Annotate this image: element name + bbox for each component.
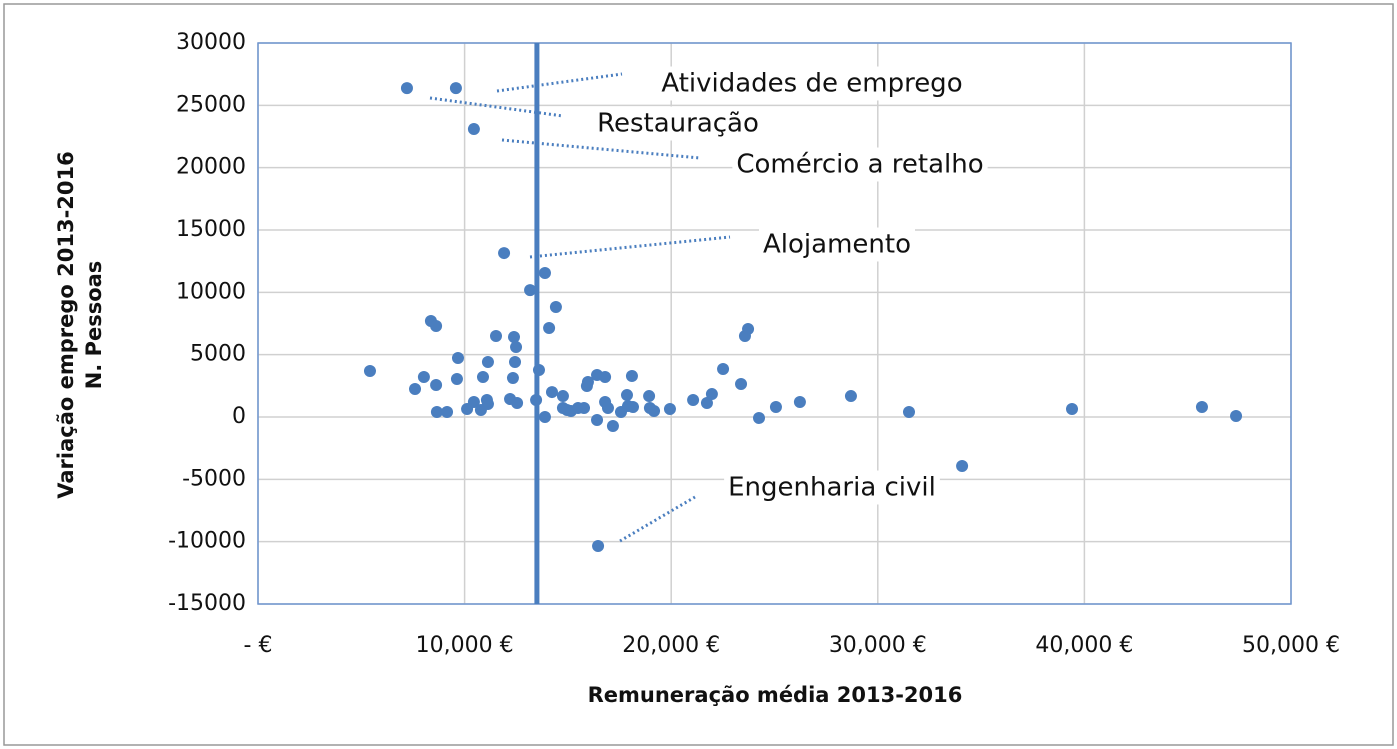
- point: [601, 402, 614, 415]
- point: [476, 370, 489, 383]
- point: [441, 406, 454, 419]
- y-tick-label: 10000: [176, 279, 246, 304]
- leader-line: [429, 96, 564, 118]
- y-axis-title-line: N. Pessoas: [82, 261, 106, 390]
- point: [467, 396, 480, 409]
- point: [543, 321, 556, 334]
- point: [409, 382, 422, 395]
- point: [620, 389, 633, 402]
- annotation-bg: [759, 227, 915, 262]
- leader-line: [529, 235, 731, 259]
- point: [538, 411, 551, 423]
- point: [591, 413, 604, 426]
- annotation: Engenharia civil: [728, 473, 936, 503]
- point: [599, 370, 612, 383]
- point: [844, 390, 857, 403]
- point: [509, 356, 522, 369]
- point: [481, 356, 494, 369]
- y-tick-label: -15000: [168, 591, 246, 616]
- point: [549, 301, 562, 314]
- point: [769, 401, 782, 414]
- y-tick-label: 30000: [176, 30, 246, 55]
- x-axis-title: Remuneração média 2013-2016: [588, 683, 963, 707]
- point: [1230, 410, 1243, 423]
- y-tick-label: 5000: [190, 342, 246, 367]
- y-tick-label: 15000: [176, 217, 246, 242]
- point: [538, 267, 551, 280]
- point: [735, 377, 748, 390]
- annotation-bg: [724, 470, 940, 505]
- y-tick-label: 0: [232, 404, 246, 429]
- point: [524, 284, 537, 297]
- point: [511, 397, 524, 410]
- point: [498, 247, 511, 260]
- point: [430, 406, 443, 419]
- point: [626, 401, 639, 414]
- point: [643, 390, 656, 403]
- annotation-bg: [657, 66, 967, 101]
- point: [417, 370, 430, 383]
- point: [506, 371, 519, 384]
- y-tick-label: 20000: [176, 155, 246, 180]
- x-tick-label: 30,000 €: [829, 633, 927, 658]
- point: [507, 330, 520, 343]
- point: [449, 82, 462, 95]
- x-tick-label: 20,000 €: [622, 633, 720, 658]
- point: [363, 364, 376, 377]
- y-axis-title: Variação emprego 2013-2016 N. Pessoas: [54, 151, 106, 499]
- point: [578, 402, 591, 415]
- point: [700, 397, 713, 410]
- point: [451, 352, 464, 365]
- point: [592, 540, 605, 553]
- point: [510, 341, 523, 354]
- annotation: Comércio a retalho: [736, 150, 983, 180]
- point: [687, 394, 700, 407]
- point: [717, 363, 730, 376]
- point: [606, 419, 619, 432]
- leader-line: [496, 72, 623, 93]
- leader-line: [501, 138, 701, 160]
- point: [625, 369, 638, 382]
- point: [490, 329, 503, 342]
- point: [532, 364, 545, 377]
- y-tick-label: -5000: [182, 466, 246, 491]
- annotation-bg: [732, 147, 988, 182]
- point: [663, 403, 676, 416]
- point: [467, 123, 480, 136]
- point: [545, 386, 558, 399]
- point: [556, 390, 569, 403]
- point: [430, 378, 443, 391]
- x-tick-label: - €: [244, 633, 273, 658]
- point: [956, 459, 969, 472]
- point: [450, 372, 463, 385]
- point: [648, 405, 661, 418]
- annotation: Restauração: [597, 109, 759, 139]
- point: [753, 411, 766, 424]
- point: [1066, 403, 1079, 416]
- point: [481, 398, 494, 411]
- point: [430, 319, 443, 332]
- y-tick-label: 25000: [176, 92, 246, 117]
- x-tick-label: 40,000 €: [1035, 633, 1133, 658]
- point: [530, 394, 543, 407]
- point: [742, 322, 755, 335]
- point: [400, 82, 413, 95]
- point: [1195, 401, 1208, 414]
- annotation: Alojamento: [763, 230, 911, 260]
- plot-border: [257, 42, 1292, 605]
- point: [705, 388, 718, 401]
- point: [581, 375, 594, 388]
- x-tick-label: 10,000 €: [416, 633, 514, 658]
- point: [902, 406, 915, 419]
- annotation: Atividades de emprego: [661, 69, 962, 99]
- y-axis-title-line: Variação emprego 2013-2016: [54, 151, 78, 499]
- point: [793, 396, 806, 409]
- x-tick-label: 50,000 €: [1242, 633, 1340, 658]
- annotation-bg: [593, 106, 763, 141]
- y-tick-label: -10000: [168, 529, 246, 554]
